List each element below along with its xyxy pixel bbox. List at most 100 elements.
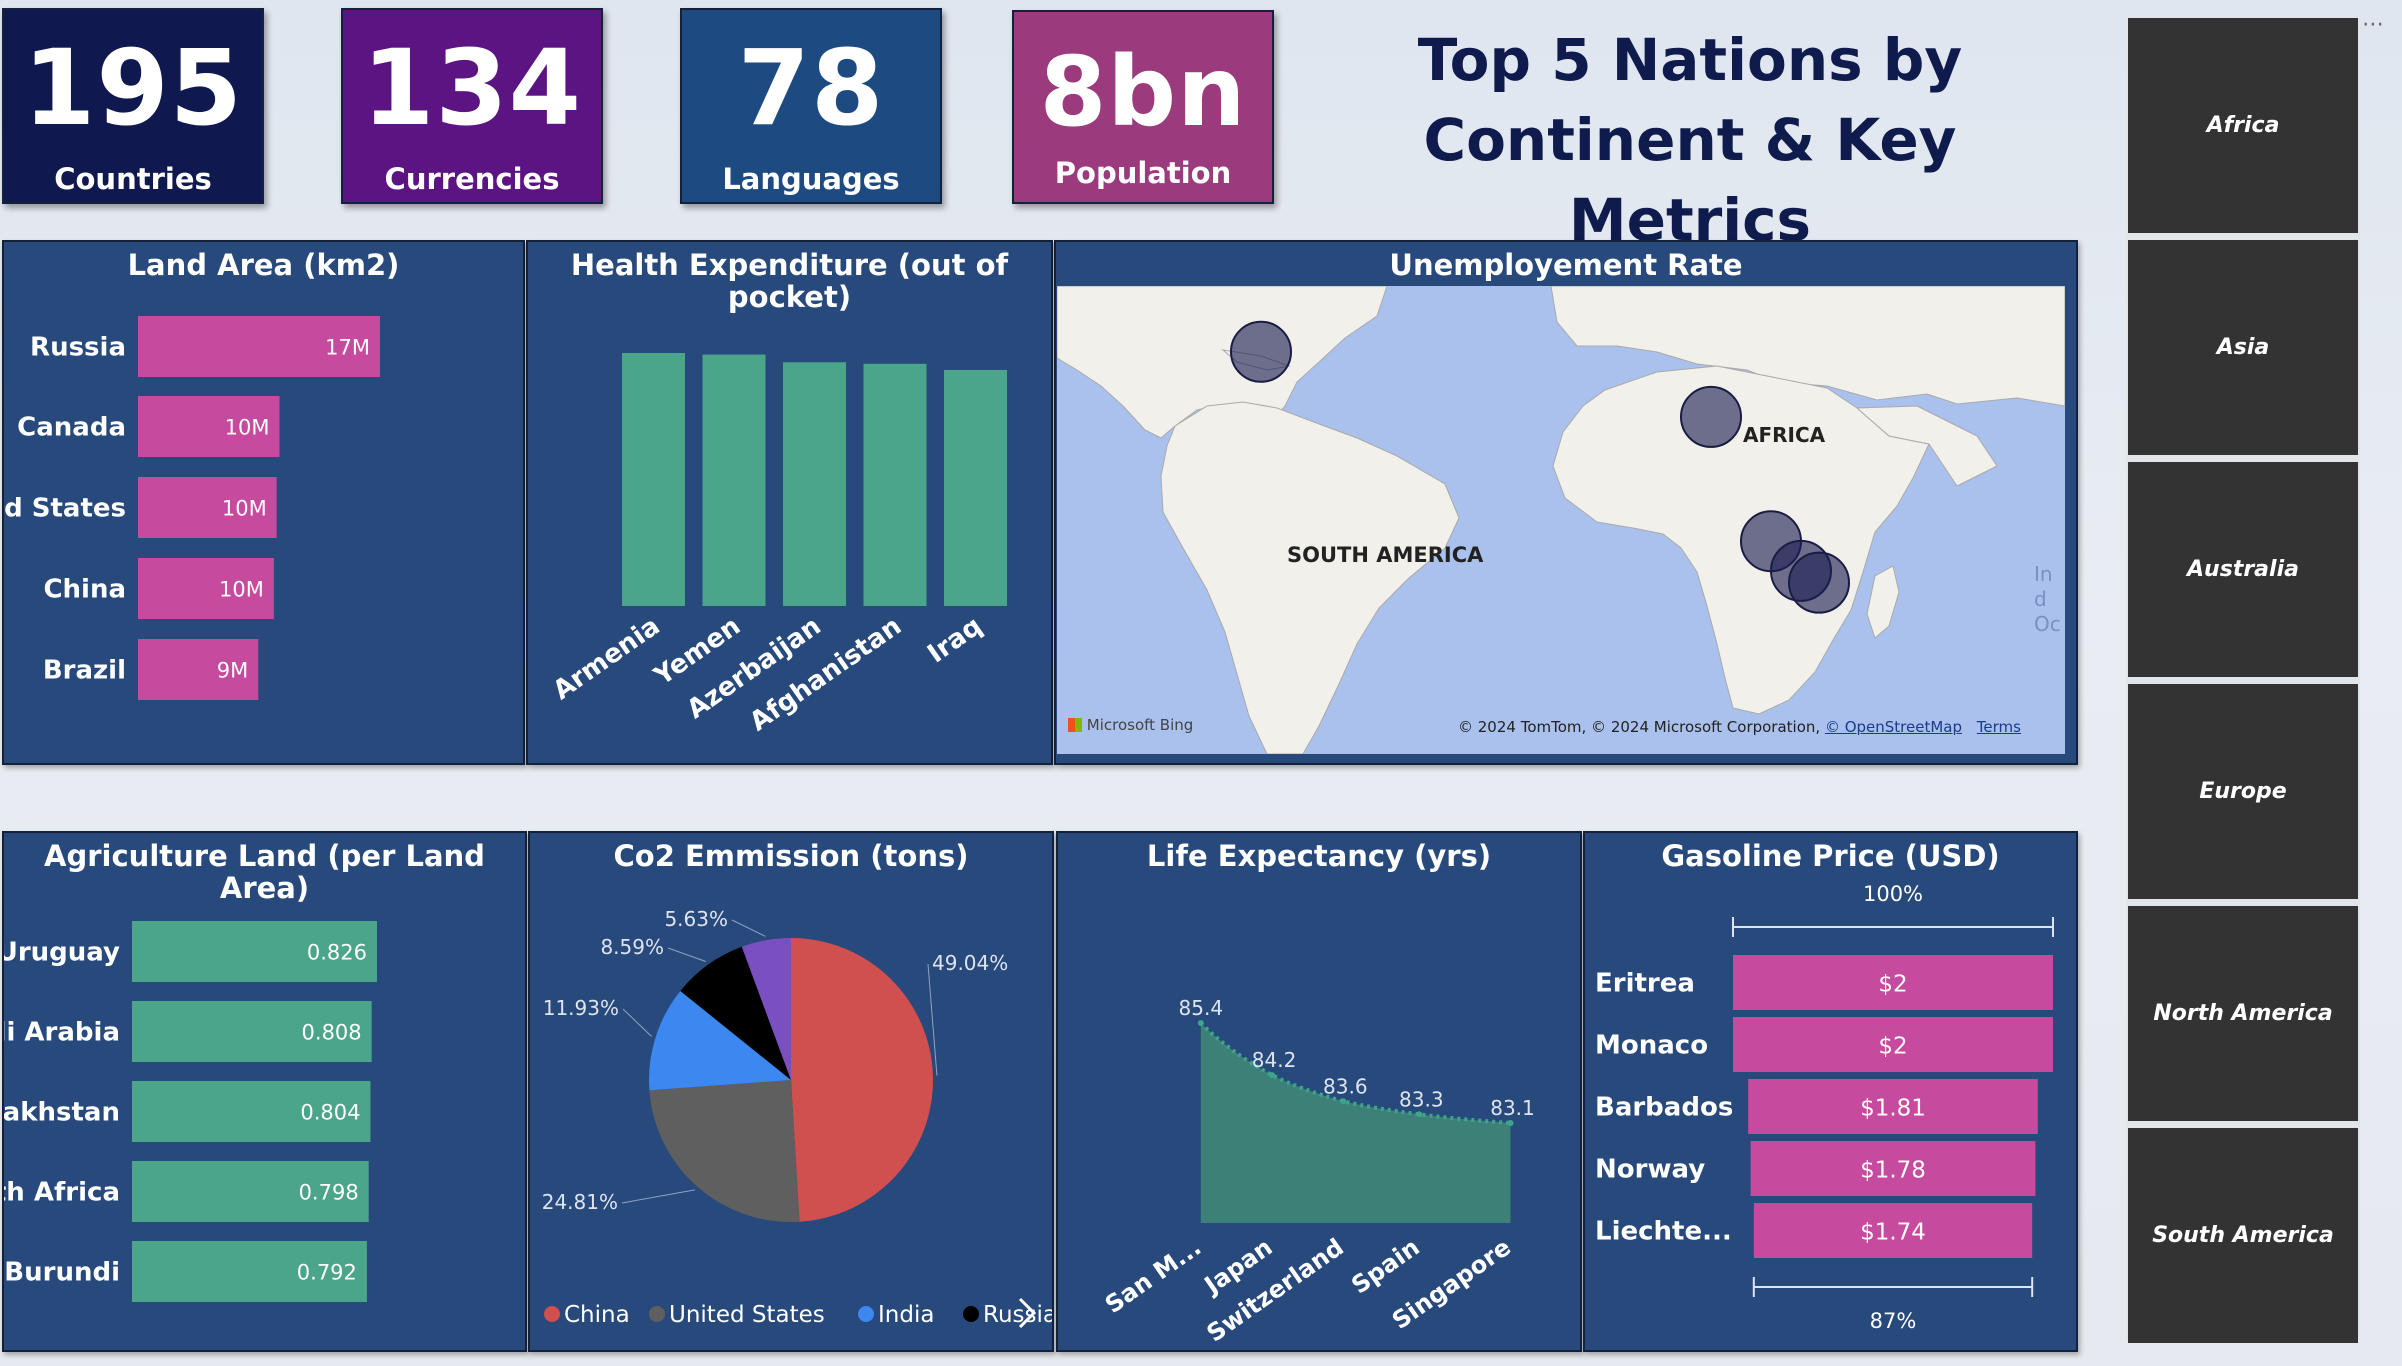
slicer-item-south-america-label: South America [2152,1223,2334,1248]
health-expenditure-bar-azerbaijan[interactable] [783,362,846,606]
life-expectancy-data-label: 84.2 [1252,1048,1297,1072]
co2-leader-line [622,1008,652,1037]
kpi-languages-value: 78 [737,27,885,149]
dashboard-title-line2: Continent & Key Metrics [1423,106,1957,254]
co2-leader-line [621,1189,695,1204]
slicer-item-asia[interactable]: Asia [2128,240,2358,455]
life-expectancy-panel: Life Expectancy (yrs) 85.4 San M... 84.2 Ja… [1056,831,1582,1352]
dashboard-title: Top 5 Nations by Continent & Key Metrics [1300,20,2080,260]
land-area-title: Land Area (km2) [127,248,400,282]
kpi-languages: 78 Languages [680,8,942,204]
land-area-bar-russia[interactable] [138,316,380,377]
life-expectancy-area[interactable] [1200,1023,1511,1223]
kpi-currencies: 134 Currencies [341,8,603,204]
land-area-category-label: China [43,575,126,605]
land-area-bar-canada[interactable] [138,396,280,457]
unemployment-bubble-2[interactable] [1680,385,1742,448]
gasoline-data-label: $1.74 [1860,1220,1926,1246]
land-area-data-label: 17M [325,336,370,360]
agriculture-bar-kazakhstan[interactable] [132,1081,371,1142]
land-area-data-label: 9M [217,659,248,683]
health-expenditure-bar-armenia[interactable] [622,353,685,606]
life-expectancy-category-label: Spain [1346,1233,1424,1300]
life-expectancy-point[interactable] [1507,1120,1514,1126]
co2-slice-china[interactable] [791,938,933,1222]
slicer-item-australia[interactable]: Australia [2128,462,2358,677]
co2-legend-marker [544,1306,560,1322]
health-expenditure-bar-yemen[interactable] [702,354,766,606]
unemployment-bubble-5[interactable] [1788,551,1850,614]
agriculture-bar-uruguay[interactable] [132,921,377,982]
unemployment-map-title: Unemployement Rate [1389,248,1743,282]
unemployment-map[interactable]: SOUTH AMERICA AFRICA [1057,286,2065,754]
gasoline-category-label: Liechte... [1595,1217,1732,1247]
kpi-population-label: Population [1054,156,1232,190]
gasoline-data-label: $1.78 [1860,1158,1926,1184]
gasoline-bar-monaco[interactable] [1733,1017,2053,1072]
agriculture-bar-south-africa[interactable] [132,1161,369,1222]
slicer-item-australia-label: Australia [2187,557,2299,582]
co2-slice-india[interactable] [649,991,791,1091]
slicer-item-south-america[interactable]: South America [2128,1128,2358,1343]
life-expectancy-category-label: San M... [1100,1233,1206,1319]
co2-legend-marker [963,1306,979,1322]
gasoline-bar-liechte[interactable] [1753,1203,2033,1258]
map-credit-link[interactable]: © OpenStreetMap [1824,718,1963,736]
gasoline-category-label: Norway [1595,1155,1705,1185]
map-label-ocean: Ind Oc [2034,562,2061,636]
agriculture-category-label: South Africa [4,1178,120,1208]
slicer-item-north-america[interactable]: North America [2128,906,2358,1121]
legend-next-icon[interactable] [1018,1297,1037,1329]
gasoline-bar-barbados[interactable] [1748,1079,2038,1134]
agriculture-category-label: Burundi [4,1258,120,1288]
co2-slice-united-states[interactable] [649,1080,800,1222]
land-area-data-label: 10M [222,497,267,521]
map-terms-link[interactable]: Terms [1976,718,2021,736]
kpi-currencies-label: Currencies [384,162,560,196]
health-expenditure-category-label: Iraq [922,611,987,669]
gasoline-data-label: $1.81 [1860,1096,1926,1122]
land-area-category-label: United States [4,494,126,524]
gasoline-bar-eritrea[interactable] [1733,955,2053,1010]
life-expectancy-point[interactable] [1269,1072,1276,1079]
life-expectancy-point[interactable] [1416,1111,1423,1118]
gasoline-price-title: Gasoline Price (USD) [1661,839,2000,873]
gasoline-data-label: $2 [1878,972,1907,998]
slicer-item-africa-label: Africa [2206,113,2280,138]
health-expenditure-bar-iraq[interactable] [944,369,1007,606]
more-options-icon[interactable]: ⋯ [2362,12,2384,37]
land-area-bar-united-states[interactable] [138,477,277,538]
life-expectancy-point[interactable] [1197,1020,1204,1026]
co2-emission-chart: 49.04% 24.81% 11.93% 8.59%5.63% China United … [542,907,1052,1329]
co2-slice-other[interactable] [741,938,791,1080]
kpi-countries-label: Countries [54,162,212,196]
health-expenditure-title: Health Expenditure (out of pocket) [570,248,1009,314]
agriculture-category-label: Kazakhstan [4,1098,120,1128]
agriculture-bar-saudi-arabia[interactable] [132,1001,372,1062]
agriculture-data-label: 0.804 [300,1101,360,1125]
agriculture-bar-burundi[interactable] [132,1241,367,1302]
unemployment-bubble-1[interactable] [1230,320,1292,383]
map-label-africa: AFRICA [1743,423,1826,447]
slicer-item-north-america-label: North America [2153,1001,2333,1026]
slicer-item-africa[interactable]: Africa [2128,18,2358,233]
slicer-item-europe[interactable]: Europe [2128,684,2358,899]
land-area-bar-china[interactable] [138,558,274,619]
agriculture-category-label: Saudi Arabia [4,1018,120,1048]
slicer-item-europe-label: Europe [2199,779,2287,804]
agriculture-category-label: Uruguay [4,938,120,968]
health-expenditure-bar-afghanistan[interactable] [863,363,927,606]
land-madagascar [1866,565,1900,639]
gasoline-category-label: Monaco [1595,1031,1708,1061]
land-area-bar-brazil[interactable] [138,639,259,700]
co2-slice-russia[interactable] [680,946,791,1080]
gasoline-bar-norway[interactable] [1750,1141,2036,1196]
dashboard-title-line1: Top 5 Nations by [1417,26,1963,94]
co2-leader-line [731,919,766,937]
land-area-category-label: Canada [17,413,126,443]
life-expectancy-data-label: 85.4 [1179,996,1224,1020]
gasoline-category-label: Barbados [1595,1093,1733,1123]
life-expectancy-point[interactable] [1340,1098,1347,1105]
